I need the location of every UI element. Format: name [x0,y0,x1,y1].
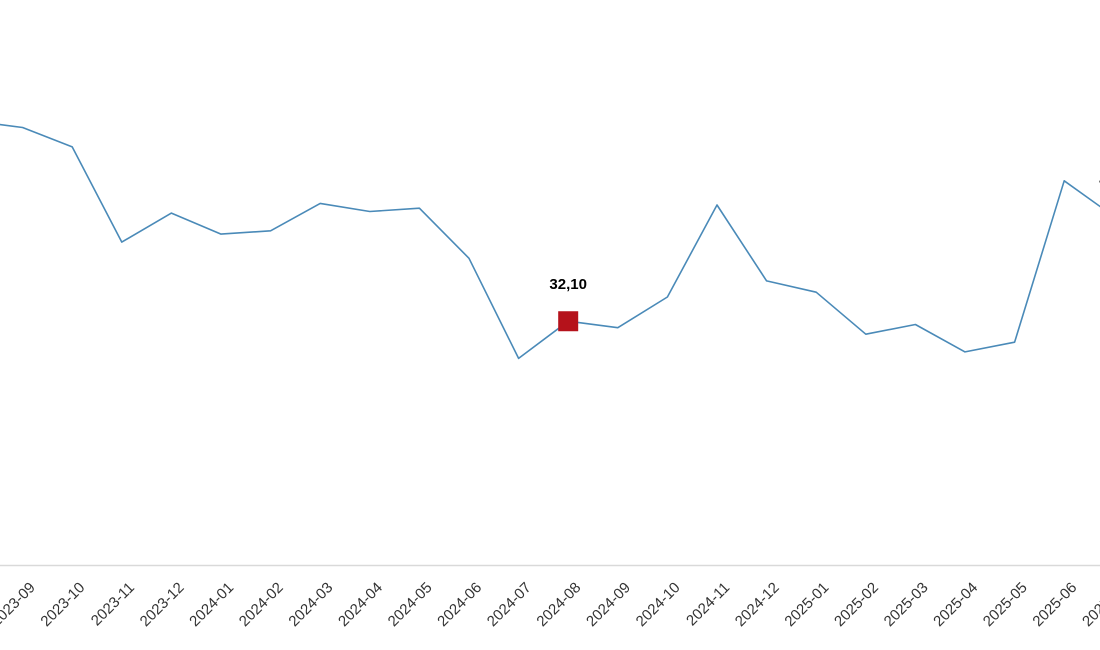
data-point [317,200,323,206]
data-point [466,255,472,261]
data-point [863,331,869,337]
highlight-marker [558,311,579,332]
x-axis-tick-labels: 2023-082023-092023-102023-112023-122024-… [0,579,1100,630]
data-point [218,231,224,237]
x-tick-label: 2024-06 [434,579,485,630]
data-point [962,349,968,355]
data-point [912,321,918,327]
data-point [168,210,174,216]
data-point [268,228,274,234]
data-point [516,355,522,361]
data-point [1061,178,1067,184]
data-point [416,205,422,211]
data-label: 32,10 [549,276,587,293]
data-point [615,325,621,331]
x-tick-label: 2024-10 [633,579,684,630]
x-tick-label: 2025-07 [1079,579,1100,630]
x-tick-label: 2023-09 [0,579,39,630]
data-point [813,289,819,295]
x-tick-label: 2024-04 [335,579,386,630]
data-point [69,144,75,150]
x-tick-label: 2024-12 [732,579,783,630]
data-point [20,125,26,131]
plot-area [0,123,1100,361]
data-point [764,278,770,284]
x-tick-label: 2023-11 [88,579,138,629]
data-labels: 32,1040,8 [549,171,1100,332]
x-tick-label: 2024-01 [186,579,237,630]
x-tick-label: 2025-02 [831,579,882,630]
x-tick-label: 2023-10 [37,579,88,630]
data-point [367,208,373,214]
data-point [664,294,670,300]
x-tick-label: 2025-01 [781,579,832,630]
data-point [119,239,125,245]
x-tick-label: 2024-03 [285,579,336,630]
x-tick-label: 2024-11 [683,579,733,629]
x-tick-label: 2024-08 [533,579,584,630]
x-tick-label: 2025-06 [1029,579,1080,630]
data-point [1012,339,1018,345]
x-tick-label: 2024-09 [583,579,634,630]
x-tick-label: 2025-05 [980,579,1031,630]
x-tick-label: 2023-12 [137,579,188,630]
x-tick-label: 2024-07 [484,579,535,630]
data-point [714,202,720,208]
x-tick-label: 2024-05 [385,579,436,630]
series-line [0,123,1100,360]
x-tick-label: 2025-04 [930,579,981,630]
x-tick-label: 2025-03 [881,579,932,630]
x-tick-label: 2024-02 [236,579,287,630]
